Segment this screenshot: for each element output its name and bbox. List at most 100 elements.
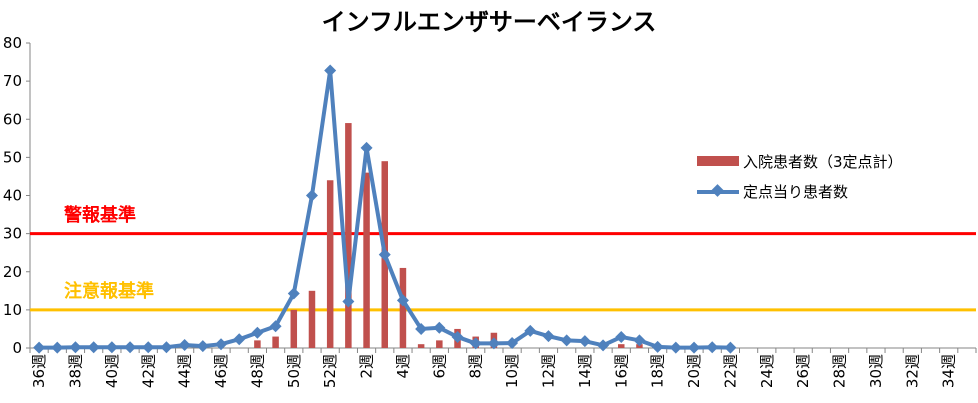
line-point — [233, 333, 246, 346]
y-tick-label: 60 — [3, 110, 22, 128]
line-point — [305, 189, 318, 202]
line-point — [396, 294, 409, 307]
line-point — [342, 295, 355, 308]
y-tick-label: 70 — [3, 72, 22, 90]
line-point — [324, 64, 337, 77]
line-point — [160, 341, 173, 354]
y-tick-label: 80 — [3, 34, 22, 52]
line-point — [105, 341, 118, 354]
line-point — [196, 340, 209, 353]
x-tick-label: 38週 — [66, 354, 84, 388]
chart-title: インフルエンザサーベイランス — [321, 8, 657, 36]
bar — [254, 340, 261, 348]
y-tick-label: 20 — [3, 263, 22, 281]
x-tick-label: 26週 — [794, 354, 812, 388]
line-point — [669, 341, 682, 354]
x-tick-label: 32週 — [903, 354, 921, 388]
line-point — [142, 341, 155, 354]
x-tick-label: 44週 — [176, 354, 194, 388]
line-point — [615, 330, 628, 343]
warning-threshold-label: 注意報基準 — [64, 280, 154, 302]
line-point — [706, 341, 719, 354]
bar — [417, 344, 425, 348]
line-point — [287, 287, 300, 300]
x-tick-label: 2週 — [358, 354, 376, 379]
x-tick-label: 34週 — [940, 354, 958, 388]
x-tick-label: 6週 — [430, 354, 448, 379]
line-point — [269, 320, 282, 333]
y-tick-label: 10 — [3, 301, 22, 319]
legend-item-line: 定点当り患者数 — [697, 176, 903, 206]
x-tick-label: 36週 — [30, 354, 48, 388]
line-point — [560, 334, 573, 347]
line-point — [524, 324, 537, 337]
legend: 入院患者数（3定点計） 定点当り患者数 — [697, 146, 903, 206]
y-tick-label: 40 — [3, 187, 22, 205]
axes — [29, 43, 977, 353]
legend-line-label: 定点当り患者数 — [743, 182, 849, 201]
line-point — [251, 326, 264, 339]
x-tick-label: 52週 — [321, 354, 339, 388]
x-tick-label: 16週 — [612, 354, 630, 388]
y-tick-label: 0 — [12, 339, 22, 357]
line-point — [87, 341, 100, 354]
bar — [345, 123, 352, 348]
x-tick-label: 14週 — [576, 354, 594, 388]
line-point — [651, 340, 664, 353]
x-tick-label: 4週 — [394, 354, 412, 379]
line-point — [724, 341, 737, 354]
y-tick-label: 50 — [3, 148, 22, 166]
line-point — [178, 338, 191, 351]
line-point — [688, 341, 701, 354]
x-tick-label: 46週 — [212, 354, 230, 388]
line-point — [124, 341, 137, 354]
reference-lines — [30, 232, 976, 312]
x-tick-label: 8週 — [467, 354, 485, 379]
x-tick-label: 42週 — [139, 354, 157, 388]
bar — [290, 309, 298, 348]
y-tick-label: 30 — [3, 225, 22, 243]
line-point — [51, 341, 64, 354]
line-point — [542, 330, 555, 343]
x-tick-label: 20週 — [685, 354, 703, 388]
x-tick-label: 10週 — [503, 354, 521, 388]
bar — [308, 290, 316, 348]
x-tick-label: 48週 — [248, 354, 266, 388]
line-point — [33, 341, 46, 354]
line-point — [378, 248, 391, 261]
line-point — [506, 337, 519, 350]
alarm-threshold-label: 警報基準 — [64, 204, 136, 226]
legend-bar-swatch — [697, 156, 739, 166]
line-point — [69, 341, 82, 354]
line-point — [469, 337, 482, 350]
line-point — [360, 141, 373, 154]
bar — [363, 172, 370, 348]
legend-bar-label: 入院患者数（3定点計） — [743, 152, 903, 171]
line-point — [578, 335, 591, 348]
legend-line-swatch — [697, 185, 739, 197]
bar — [326, 180, 334, 348]
line-point — [415, 322, 428, 335]
line-point — [487, 337, 500, 350]
bar — [399, 267, 407, 348]
x-tick-label: 24週 — [758, 354, 776, 388]
x-tick-label: 30週 — [867, 354, 885, 388]
x-tick-label: 40週 — [103, 354, 121, 388]
legend-item-bar: 入院患者数（3定点計） — [697, 146, 903, 176]
x-tick-label: 28週 — [831, 354, 849, 388]
y-tick-labels: 0 10 20 30 40 50 60 70 80 — [3, 34, 30, 357]
bar — [272, 336, 279, 348]
x-tick-label: 50週 — [285, 354, 303, 388]
line-point — [633, 334, 646, 347]
x-tick-label: 12週 — [539, 354, 557, 388]
x-tick-labels: 36週 38週 40週 42週 44週 46週 48週 50週 52週 2週 4週 6週 8週 10週 12… — [30, 354, 958, 388]
bar — [436, 340, 443, 348]
x-tick-label: 18週 — [649, 354, 667, 388]
line-point — [597, 339, 610, 352]
line-series — [33, 64, 737, 354]
line-point — [433, 321, 446, 334]
line-point — [451, 330, 464, 343]
x-tick-label: 22週 — [721, 354, 739, 388]
line-point — [215, 338, 228, 351]
